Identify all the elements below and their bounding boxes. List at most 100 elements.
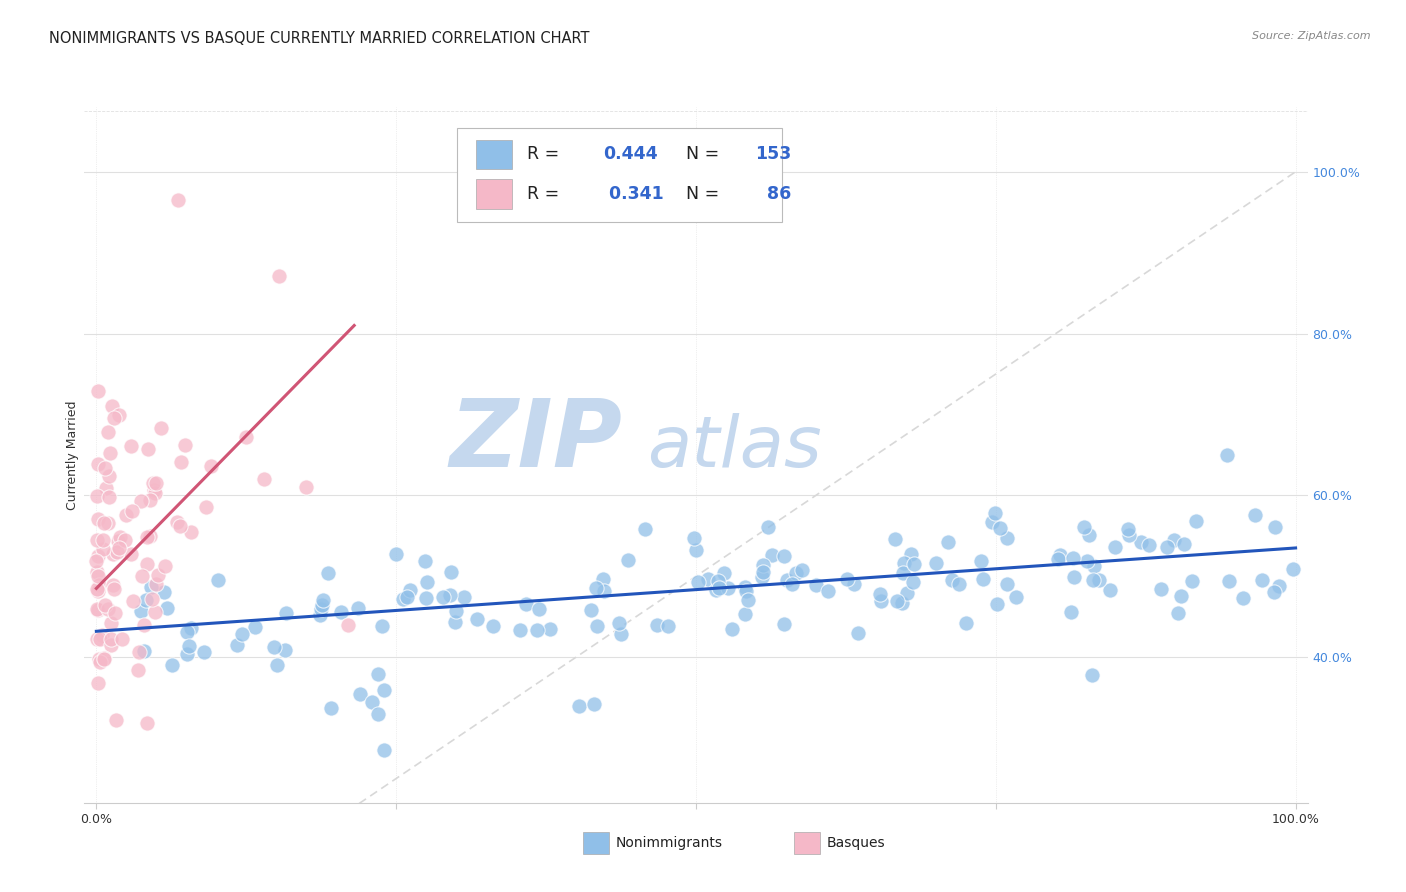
Y-axis label: Currently Married: Currently Married bbox=[66, 401, 79, 509]
Point bbox=[361, 695, 384, 709]
Point bbox=[108, 530, 131, 544]
Point bbox=[150, 421, 173, 435]
Point bbox=[86, 554, 108, 568]
Point bbox=[97, 469, 120, 483]
Point bbox=[207, 573, 229, 587]
Point bbox=[93, 652, 115, 666]
Point bbox=[1083, 573, 1105, 587]
Point bbox=[1046, 551, 1069, 566]
Point bbox=[1076, 554, 1098, 568]
Point bbox=[509, 623, 531, 637]
Text: atlas: atlas bbox=[647, 414, 821, 483]
Point bbox=[1077, 527, 1099, 541]
Point bbox=[121, 504, 143, 518]
Point bbox=[263, 640, 285, 654]
Point bbox=[842, 577, 865, 591]
Point bbox=[1087, 573, 1109, 587]
Point bbox=[869, 587, 891, 601]
Point bbox=[86, 489, 108, 503]
Point bbox=[1099, 582, 1122, 597]
Point bbox=[167, 193, 190, 207]
Point bbox=[395, 590, 418, 604]
Point bbox=[1250, 573, 1272, 587]
Point bbox=[583, 697, 606, 711]
Point bbox=[1181, 574, 1204, 588]
Point bbox=[143, 486, 166, 500]
Point bbox=[986, 597, 1008, 611]
Point bbox=[156, 601, 179, 615]
Point bbox=[371, 619, 394, 633]
Point bbox=[86, 676, 108, 690]
Point bbox=[308, 607, 330, 622]
Point bbox=[309, 602, 332, 616]
Text: R =: R = bbox=[527, 185, 565, 203]
Point bbox=[97, 425, 120, 440]
Point bbox=[384, 547, 406, 561]
Point bbox=[87, 584, 110, 599]
Point bbox=[704, 583, 727, 598]
Point bbox=[311, 598, 333, 612]
Point bbox=[1104, 541, 1126, 555]
Text: 86: 86 bbox=[755, 185, 792, 203]
Point bbox=[176, 647, 198, 661]
Point bbox=[316, 566, 339, 580]
Point bbox=[1232, 591, 1254, 605]
Point bbox=[1116, 522, 1139, 536]
Point bbox=[93, 598, 115, 612]
Point bbox=[792, 563, 814, 577]
Point bbox=[93, 516, 115, 530]
Point bbox=[87, 458, 110, 472]
Point bbox=[835, 572, 858, 586]
Point bbox=[896, 586, 918, 600]
Point bbox=[373, 743, 395, 757]
Point bbox=[1218, 574, 1240, 589]
Point bbox=[737, 593, 759, 607]
Point bbox=[138, 442, 160, 456]
Point bbox=[142, 483, 165, 498]
Point bbox=[100, 638, 122, 652]
Point bbox=[337, 617, 360, 632]
Point bbox=[200, 459, 222, 474]
Point bbox=[166, 515, 188, 529]
Text: N =: N = bbox=[686, 185, 725, 203]
Point bbox=[413, 554, 436, 568]
Point bbox=[115, 508, 138, 522]
Point bbox=[89, 632, 111, 646]
Point bbox=[100, 399, 122, 413]
Point bbox=[107, 408, 129, 422]
Point bbox=[139, 581, 162, 595]
Text: Nonimmigrants: Nonimmigrants bbox=[616, 836, 723, 850]
Point bbox=[579, 603, 602, 617]
Point bbox=[349, 687, 371, 701]
Point bbox=[120, 439, 142, 453]
Point bbox=[295, 480, 318, 494]
Point bbox=[108, 541, 131, 556]
Point bbox=[706, 574, 728, 589]
Point bbox=[1173, 537, 1195, 551]
Point bbox=[114, 533, 136, 547]
Point bbox=[1150, 582, 1173, 596]
Point bbox=[138, 492, 160, 507]
Point bbox=[136, 558, 159, 572]
Point bbox=[515, 598, 537, 612]
Point bbox=[735, 583, 758, 598]
Point bbox=[585, 619, 607, 633]
Point bbox=[128, 645, 150, 659]
Point bbox=[1081, 668, 1104, 682]
Point bbox=[925, 556, 948, 570]
Point bbox=[155, 559, 177, 574]
Point bbox=[87, 652, 110, 666]
Point bbox=[988, 521, 1011, 535]
Point bbox=[713, 566, 735, 581]
Point bbox=[1059, 605, 1081, 619]
Point bbox=[773, 549, 796, 563]
Point bbox=[526, 623, 548, 637]
Point bbox=[752, 565, 775, 579]
Point bbox=[1063, 569, 1085, 583]
Point bbox=[169, 518, 191, 533]
Point bbox=[1062, 551, 1084, 566]
Point bbox=[100, 445, 122, 459]
Point bbox=[98, 490, 121, 504]
Text: 0.444: 0.444 bbox=[603, 145, 658, 163]
Point bbox=[482, 618, 505, 632]
